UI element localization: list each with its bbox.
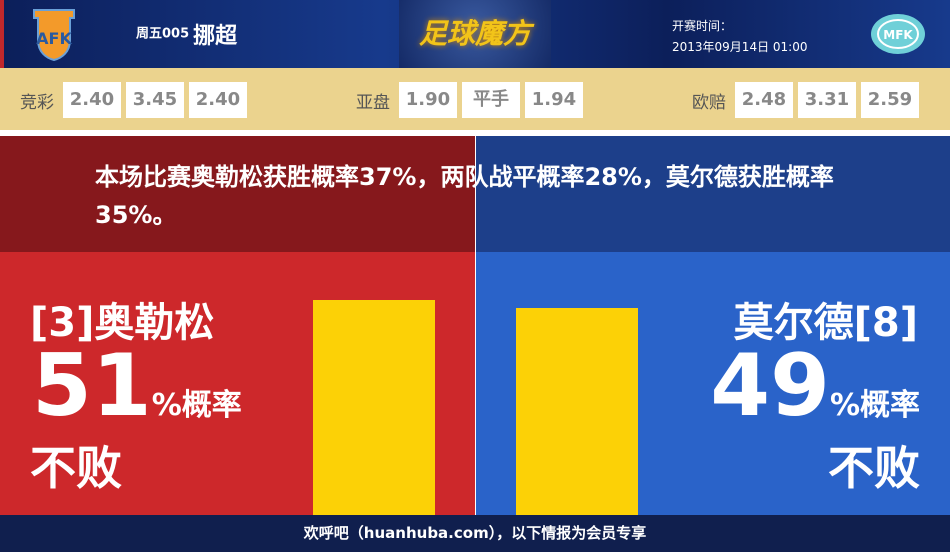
kickoff-label: 开赛时间：	[672, 19, 733, 33]
brand-logo: 足球魔方	[399, 0, 551, 68]
odds-european: 欧赔 2.48 3.31 2.59	[692, 82, 919, 118]
odds-label: 竞彩	[20, 92, 54, 113]
away-probability-bar	[516, 308, 638, 515]
header: AFK 周五005 挪超 足球魔方 开赛时间： 2013年09月14日 01:00 …	[0, 0, 950, 68]
away-percent: 49%概率	[710, 336, 920, 436]
home-team-name: [3]奥勒松	[30, 300, 215, 346]
home-outcome: 不败	[30, 441, 122, 495]
home-probability-bar	[313, 299, 435, 515]
home-percent-value: 51	[32, 336, 152, 436]
odds-jingcai: 竞彩 2.40 3.45 2.40	[20, 82, 247, 118]
home-team-logo: AFK	[33, 9, 75, 62]
league-name: 挪超	[193, 24, 238, 49]
away-panel: 莫尔德[8] 49%概率 不败	[476, 252, 950, 515]
odds-value: 2.48	[735, 82, 793, 118]
svg-text:AFK: AFK	[36, 29, 72, 48]
home-panel: [3]奥勒松 51%概率 不败	[0, 252, 475, 515]
away-team-logo: MFK	[871, 14, 925, 54]
kickoff-time: 2013年09月14日 01:00	[672, 40, 808, 54]
away-percent-suffix: %概率	[829, 388, 920, 423]
odds-label: 亚盘	[356, 92, 390, 113]
summary-text: 本场比赛奥勒松获胜概率37%，两队战平概率28%，莫尔德获胜概率35%。	[95, 163, 834, 229]
odds-asian: 亚盘 1.90 平手 1.94	[356, 82, 583, 118]
svg-text:MFK: MFK	[883, 28, 913, 42]
away-outcome: 不败	[828, 441, 920, 495]
away-team-name: 莫尔德[8]	[733, 300, 918, 346]
home-percent-suffix: %概率	[151, 388, 242, 423]
away-percent-value: 49	[710, 336, 830, 436]
odds-value: 1.90	[399, 82, 457, 118]
summary-bg-right	[476, 136, 950, 252]
odds-value: 平手	[462, 82, 520, 118]
odds-value: 3.45	[126, 82, 184, 118]
footer: 欢呼吧（huanhuba.com），以下情报为会员专享	[0, 515, 950, 552]
divider	[0, 130, 950, 136]
match-info: 周五005 挪超	[136, 18, 237, 50]
odds-value: 2.40	[189, 82, 247, 118]
odds-value: 2.59	[861, 82, 919, 118]
odds-label: 欧赔	[692, 92, 726, 113]
home-percent: 51%概率	[32, 336, 242, 436]
kickoff: 开赛时间： 2013年09月14日 01:00	[672, 16, 807, 58]
odds-bar: 竞彩 2.40 3.45 2.40 亚盘 1.90 平手 1.94 欧赔 2.48 3.31 2.…	[0, 68, 950, 130]
odds-value: 3.31	[798, 82, 856, 118]
match-number: 周五005	[136, 26, 190, 42]
odds-value: 2.40	[63, 82, 121, 118]
odds-value: 1.94	[525, 82, 583, 118]
summary-bg-left	[0, 136, 475, 252]
